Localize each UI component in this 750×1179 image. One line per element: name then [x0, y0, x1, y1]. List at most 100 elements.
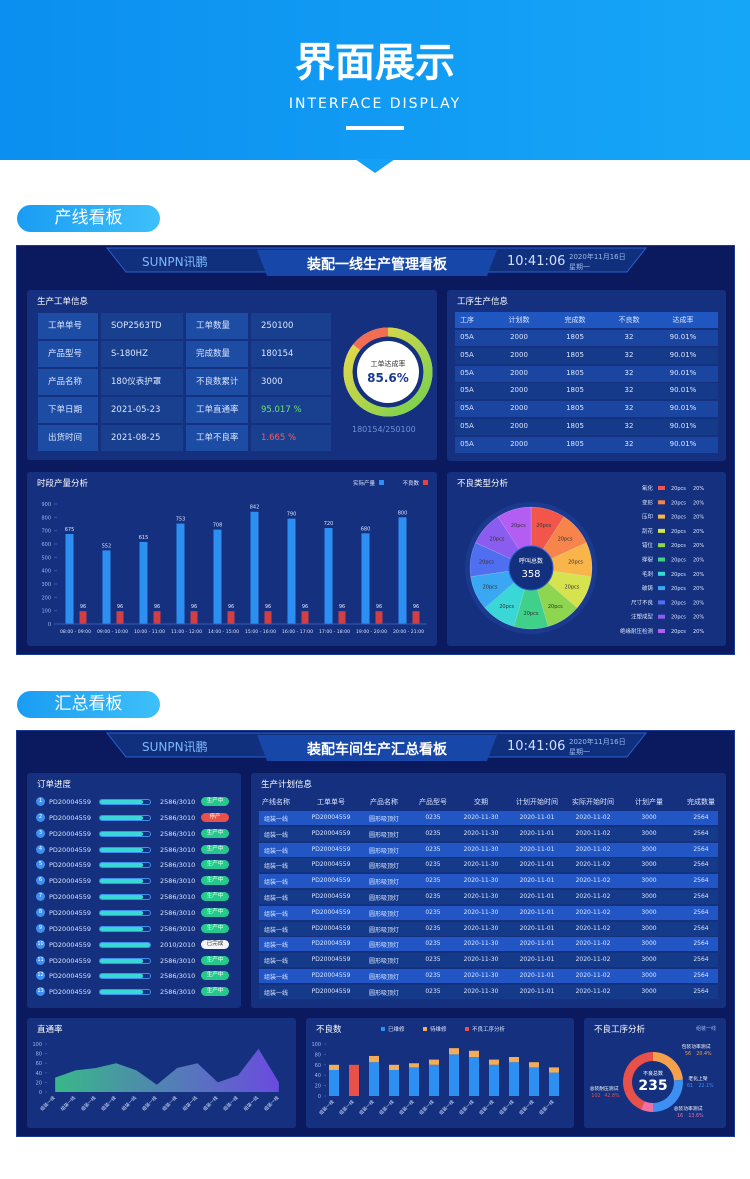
status: 生产中	[201, 828, 229, 838]
x-tick-label: 组装一线	[437, 1098, 455, 1116]
cell: 2564	[693, 845, 709, 853]
cell: PD20004559	[311, 814, 351, 821]
date: 2020年11月16日	[569, 738, 626, 746]
cell: 圆形吸顶灯	[368, 816, 399, 823]
title-center	[257, 250, 497, 276]
cell: 2564	[693, 877, 709, 885]
logo: SUNPN讯鹏	[142, 740, 208, 754]
row-bg	[259, 811, 718, 825]
cell: 05A	[460, 404, 474, 413]
cell: 32	[624, 386, 634, 395]
column-header: 计划开始时间	[516, 798, 558, 806]
slice-name: 包装功率测试	[682, 1043, 711, 1050]
y-tick-label: 0	[318, 1094, 321, 1100]
y-tick-label: 700	[41, 529, 51, 535]
cell: 圆形吸顶灯	[368, 926, 399, 934]
info-cell: 不良数累计	[186, 369, 248, 395]
bar-segment	[369, 1055, 379, 1063]
progress-track	[99, 878, 151, 885]
y-tick-label: 40	[315, 1073, 321, 1079]
bar	[361, 533, 370, 624]
bar-segment	[389, 1070, 399, 1096]
x-tick-label: 组装一线	[497, 1098, 515, 1116]
legend-swatch	[658, 528, 665, 533]
value-label: 96	[339, 604, 345, 610]
cell: 组装一线	[263, 831, 288, 839]
row-bg	[455, 365, 718, 382]
cell: 圆形吸顶灯	[368, 831, 399, 839]
legend-count: 20pcs	[671, 543, 686, 549]
legend-label: 撑裂	[642, 556, 654, 564]
value-label: 96	[376, 604, 382, 610]
progress-track	[99, 925, 151, 932]
cell: 1805	[566, 439, 584, 448]
row-bg	[455, 330, 718, 346]
order-id: PD20004559	[49, 829, 92, 838]
cell: 90.01%	[669, 439, 697, 448]
progress-track	[99, 957, 151, 964]
slice-label: 20pcs	[548, 604, 563, 610]
row-bg	[259, 953, 718, 968]
cell: 2020-11-02	[575, 987, 611, 995]
cell: 圆形吸顶灯	[368, 958, 399, 966]
legend-swatch	[658, 500, 665, 505]
value-label: 96	[80, 604, 86, 610]
info-cell: 180仪表护罩	[101, 369, 183, 395]
slice-percent: 20.4%	[696, 1051, 712, 1057]
row-number: 4	[36, 844, 45, 854]
legend-swatch	[658, 614, 665, 619]
cell: 32	[624, 404, 634, 413]
row-bg	[455, 383, 718, 400]
order-id: PD20004559	[49, 924, 92, 933]
legend-label: 注塑成型	[631, 613, 654, 621]
progress-track	[99, 846, 151, 853]
cell: PD20004559	[311, 924, 351, 932]
cell: 1805	[566, 404, 584, 413]
legend-swatch	[658, 557, 665, 562]
center-value: 358	[521, 569, 540, 580]
cell: 2020-11-30	[463, 972, 499, 979]
clock: 10:41:06	[507, 254, 566, 269]
row-number: 3	[36, 828, 45, 838]
x-tick-label: 组装一线	[377, 1098, 395, 1116]
order-id: PD20004559	[49, 940, 92, 949]
value-label: 790	[287, 512, 297, 518]
panel: 生产计划信息 产线名称 工单单号 产品名称 产品型号 交期 计划开始时间 实际开始时间 计划产量…	[251, 773, 726, 1008]
legend-swatch	[658, 543, 665, 548]
header-arrow	[355, 159, 395, 173]
panel-title: 订单进度	[37, 780, 72, 790]
bar-segment	[409, 1067, 419, 1096]
x-tick-label: 组装一线	[39, 1094, 57, 1112]
cell: 2020-11-30	[463, 829, 499, 837]
bar-segment	[369, 1062, 379, 1096]
legend-count: 20pcs	[671, 500, 686, 506]
x-tick-label: 20:00 - 21:00	[393, 629, 424, 635]
cell: 3000	[641, 893, 657, 900]
bar	[139, 542, 148, 624]
slice-label: 20pcs	[564, 585, 579, 591]
bar	[153, 611, 161, 624]
status: 生产中	[201, 923, 229, 933]
cell: 05A	[460, 422, 474, 430]
legend-label: 不良工序分析	[472, 1025, 506, 1033]
legend-percent: 20%	[693, 543, 704, 549]
progress-text: 2010/2010	[160, 940, 196, 949]
x-tick-label: 组装一线	[477, 1098, 495, 1116]
info-cell: 产品型号	[38, 341, 98, 367]
cell: 0235	[425, 861, 441, 869]
info-cell: 工单数量	[186, 313, 248, 339]
value-label: 96	[413, 604, 419, 610]
cell: 圆形吸顶灯	[368, 910, 399, 918]
cell: 0235	[425, 845, 441, 853]
value-label: 552	[102, 543, 112, 549]
row-number: 10	[36, 939, 45, 949]
cell: 2020-11-02	[575, 829, 611, 837]
header-title: 界面展示	[295, 40, 455, 86]
value-label: 675	[65, 527, 75, 533]
cell: 2020-11-01	[519, 829, 555, 837]
progress-track	[99, 830, 151, 837]
progress-text: 2586/3010	[160, 829, 196, 838]
x-tick-label: 组装一线	[517, 1098, 535, 1116]
progress-track	[99, 973, 151, 980]
cell: 3000	[641, 908, 657, 916]
